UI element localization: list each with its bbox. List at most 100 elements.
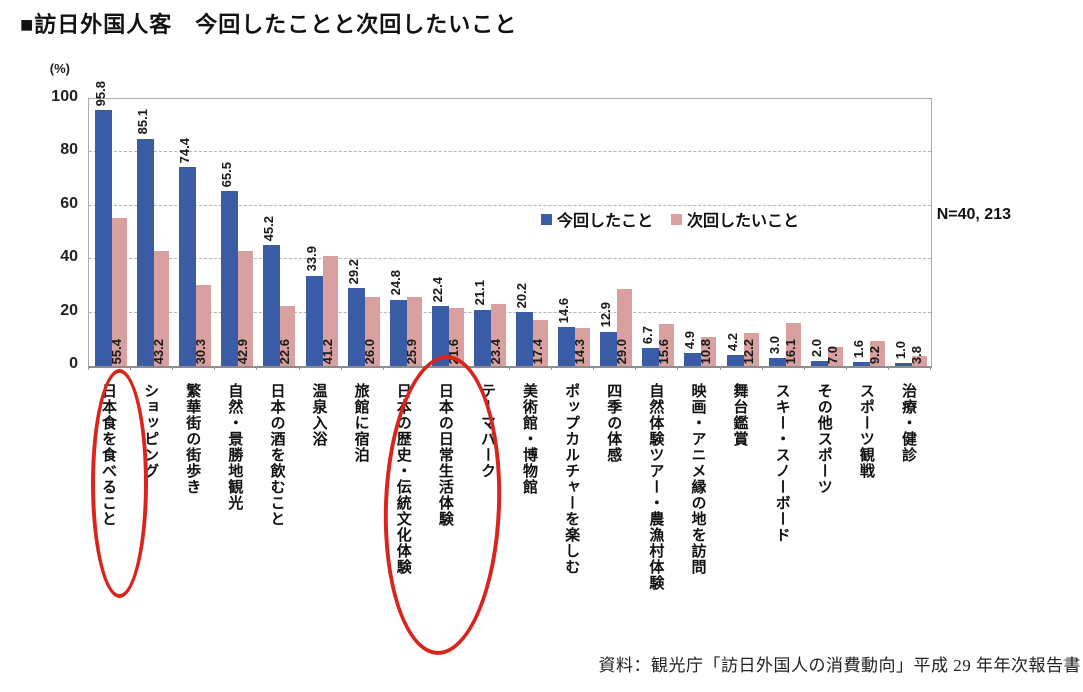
source-note: 資料：観光庁「訪日外国人の消費動向」平成 29 年年次報告書	[598, 656, 1081, 675]
bar-next-time	[238, 251, 254, 366]
plot-area: 今回したこと 次回したいこと N=40, 213 95.8 55.4 85.1 43.…	[88, 81, 1011, 368]
x-axis-tick	[509, 366, 510, 370]
bar-this-time	[221, 191, 239, 366]
x-axis-tick	[256, 366, 258, 370]
x-axis-tick	[382, 366, 384, 370]
value-label-next-time: 17.4	[530, 338, 545, 364]
bar-next-time	[743, 333, 759, 366]
category-label: 治療・健診	[899, 383, 917, 463]
value-label-this-time: 45.2	[261, 216, 277, 242]
bar-this-time	[642, 348, 660, 366]
category-label: 温泉入浴	[310, 383, 328, 447]
value-label-this-time: 95.8	[93, 80, 108, 107]
legend-label: 次回したいこと	[687, 213, 800, 230]
value-label-next-time: 14.3	[572, 338, 588, 364]
category-label: 美術館・博物館	[521, 383, 539, 495]
bar-this-time	[473, 309, 491, 366]
value-label-this-time: 6.7	[640, 326, 656, 345]
bar-next-time	[406, 296, 422, 366]
y-tick-label: 80	[60, 141, 78, 159]
gridline-80	[89, 151, 931, 153]
value-label-next-time: 12.2	[740, 338, 756, 364]
value-label-this-time: 21.1	[471, 280, 487, 306]
category-label: ポップカルチャーを楽しむ	[563, 383, 581, 575]
value-label-next-time: 42.9	[235, 338, 251, 364]
value-label-this-time: 85.1	[135, 109, 151, 135]
y-axis-unit-label: (%)	[49, 61, 70, 76]
bar-this-time	[600, 331, 618, 366]
bar-this-time	[305, 275, 323, 366]
bar-next-time	[322, 256, 338, 366]
x-axis-tick	[845, 366, 847, 370]
value-label-next-time: 23.4	[487, 338, 503, 364]
x-axis-tick	[172, 366, 174, 370]
x-axis-tick	[340, 366, 342, 370]
value-label-next-time: 3.8	[908, 345, 924, 364]
category-label: 日本の酒を飲むこと	[268, 383, 286, 527]
bar-this-time	[179, 167, 197, 366]
value-label-next-time: 26.0	[361, 338, 377, 364]
value-label-this-time: 4.9	[682, 330, 698, 349]
bar-this-time	[347, 288, 365, 366]
legend-label: 今回したこと	[557, 213, 654, 230]
value-label-this-time: 4.2	[724, 332, 740, 351]
x-axis-tick	[214, 366, 216, 370]
x-axis-tick	[930, 366, 931, 370]
value-label-next-time: 7.0	[824, 345, 840, 364]
value-label-next-time: 25.9	[403, 338, 419, 364]
bar-this-time	[516, 312, 533, 366]
value-label-this-time: 74.4	[177, 138, 193, 164]
y-tick-label: 60	[60, 194, 78, 212]
value-label-next-time: 43.2	[151, 338, 167, 364]
value-label-this-time: 65.5	[219, 161, 235, 188]
bar-this-time	[684, 352, 702, 366]
y-tick-label: 0	[69, 355, 78, 372]
value-label-next-time: 41.2	[319, 338, 335, 364]
bar-next-time	[280, 305, 296, 366]
bar-next-time	[575, 327, 591, 366]
x-axis-tick	[466, 366, 468, 370]
gridline-20	[89, 311, 931, 313]
bar-this-time	[263, 245, 281, 366]
highlight-ellipse-japanese-food	[91, 369, 148, 598]
bar-next-time	[911, 355, 927, 366]
value-label-next-time: 16.1	[782, 338, 798, 364]
category-label: 自然体験ツアー・農漁村体験	[647, 383, 665, 591]
sample-size-label: N=40, 213	[936, 206, 1011, 223]
value-label-this-time: 12.9	[598, 302, 614, 328]
value-label-this-time: 20.2	[514, 282, 529, 309]
bar-next-time	[659, 324, 675, 366]
legend: 今回したこと 次回したいこと	[541, 207, 799, 231]
bar-next-time	[869, 341, 885, 366]
value-label-next-time: 29.0	[614, 338, 630, 364]
bar-this-time	[810, 360, 828, 366]
category-label: 舞台鑑賞	[731, 383, 749, 447]
x-axis-tick	[424, 366, 426, 370]
bar-next-time	[785, 323, 801, 366]
bar-this-time	[558, 327, 576, 366]
x-axis-tick	[887, 366, 889, 370]
x-axis-tick	[130, 366, 132, 370]
bar-this-time	[389, 299, 407, 366]
chart-title: ■訪日外国人客 今回したことと次回したいこと	[20, 12, 518, 37]
bar-next-time	[154, 250, 170, 366]
x-axis-tick	[88, 366, 89, 370]
bar-next-time	[490, 303, 506, 366]
bar-next-time	[196, 285, 212, 366]
x-axis-tick	[298, 366, 300, 370]
y-tick-label: 20	[60, 301, 78, 319]
value-label-next-time: 22.6	[277, 338, 293, 364]
value-label-next-time: 10.8	[698, 338, 714, 364]
bar-this-time	[852, 361, 870, 366]
y-tick-label: 40	[60, 248, 78, 266]
y-tick-label: 100	[51, 88, 78, 105]
gridline-40	[89, 258, 931, 260]
legend-item-this-time: 今回したこと	[541, 207, 653, 231]
bar-next-time	[827, 347, 843, 366]
category-label: スキー・スノーボード	[773, 383, 791, 543]
bar-this-time	[726, 354, 744, 366]
bar-next-time	[112, 218, 127, 366]
bar-next-time	[701, 337, 717, 366]
category-label: スポーツ観戦	[857, 383, 875, 479]
